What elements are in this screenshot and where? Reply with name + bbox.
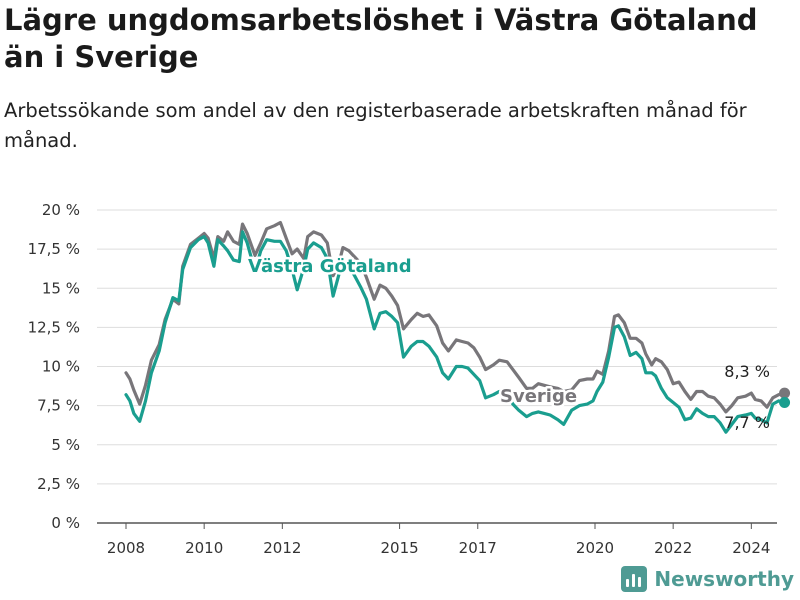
- y-tick-label: 7,5 %: [37, 397, 80, 415]
- x-tick-label: 2024: [732, 539, 770, 557]
- chart-title: Lägre ungdomsarbetslöshet i Västra Götal…: [4, 3, 758, 74]
- series-label-sverige: Sverige: [500, 386, 577, 407]
- x-tick-label: 2015: [380, 539, 418, 557]
- brand-logo: Newsworthy: [621, 566, 794, 592]
- series-line-vastra_gotaland: [124, 230, 787, 434]
- end-value-label-vastra-gotaland: 7,7 %: [724, 413, 770, 432]
- y-tick-label: 20 %: [42, 201, 80, 219]
- end-value-label-sverige: 8,3 %: [724, 362, 770, 381]
- x-tick-label: 2010: [185, 539, 223, 557]
- series-lines: [124, 220, 791, 434]
- x-axis: 2008 2010 2012 2015 2017 2020 2022 2024: [107, 523, 770, 557]
- y-axis-ticks: 0 % 2,5 % 5 % 7,5 % 10 % 12,5 % 15 % 17,5 % 20 %: [28, 201, 80, 532]
- series-labels: Västra Götaland Sverige 8,3 % 7,7 %: [246, 254, 771, 433]
- x-tick-label: 2020: [576, 539, 614, 557]
- x-tick-label: 2012: [263, 539, 301, 557]
- y-tick-label: 5 %: [51, 436, 80, 454]
- end-point-vastra_gotaland: [779, 396, 791, 408]
- brand-name: Newsworthy: [654, 567, 794, 591]
- series-line-sverige: [124, 220, 787, 414]
- chart-subtitle: Arbetssökande som andel av den registerb…: [4, 99, 747, 152]
- series-label-vastra-gotaland: Västra Götaland: [248, 256, 412, 277]
- y-tick-label: 10 %: [42, 358, 80, 376]
- x-tick-label: 2022: [654, 539, 692, 557]
- x-tick-label: 2008: [107, 539, 145, 557]
- grid-lines: [97, 209, 777, 524]
- y-tick-label: 12,5 %: [28, 318, 80, 336]
- y-tick-label: 0 %: [51, 514, 80, 532]
- x-tick-label: 2017: [459, 539, 497, 557]
- y-tick-label: 17,5 %: [28, 240, 80, 258]
- y-tick-label: 15 %: [42, 279, 80, 297]
- bar-chart-logo-icon: [621, 566, 648, 592]
- y-tick-label: 2,5 %: [37, 475, 80, 493]
- end-point-sverige: [779, 387, 791, 399]
